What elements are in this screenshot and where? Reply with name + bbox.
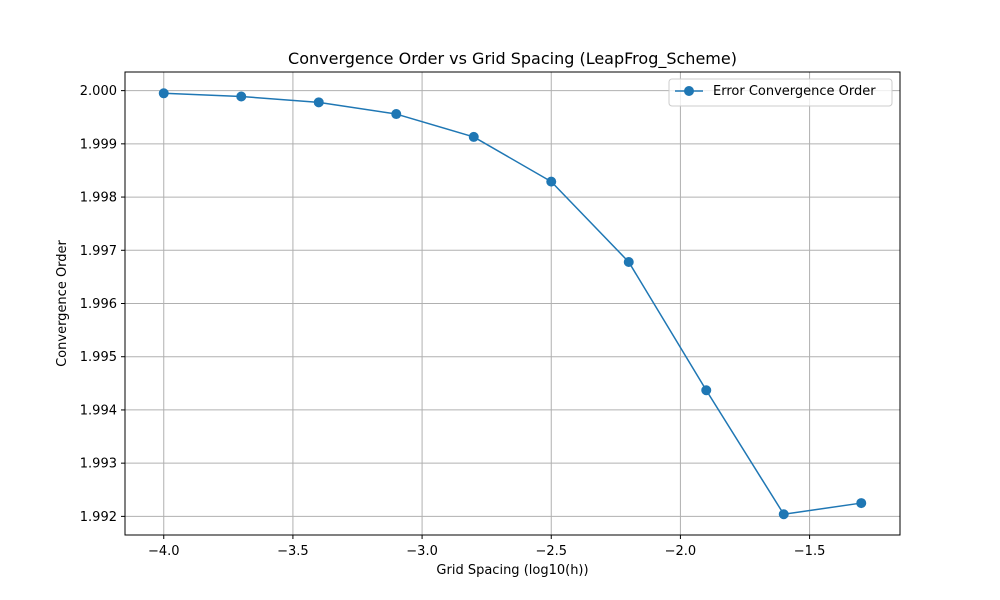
y-tick-label: 1.995 [80, 350, 117, 365]
x-tick-label: −2.0 [665, 544, 697, 559]
grid-layer [125, 72, 900, 535]
y-tick-label: 1.993 [80, 457, 117, 472]
y-axis-label: Convergence Order [55, 239, 70, 366]
y-tick-label: 1.992 [80, 510, 117, 525]
data-point [778, 509, 789, 520]
data-point [546, 176, 557, 187]
x-tick-label: −1.5 [794, 544, 826, 559]
y-tick-label: 1.997 [80, 244, 117, 259]
legend-series-marker [684, 86, 694, 96]
chart-title: Convergence Order vs Grid Spacing (LeapF… [288, 49, 737, 69]
data-point [391, 109, 402, 120]
x-tick-label: −4.0 [148, 544, 180, 559]
data-point [468, 131, 479, 142]
plot-layer [158, 88, 867, 520]
x-tick-label: −3.0 [406, 544, 438, 559]
y-tick-label: 1.998 [80, 191, 117, 206]
legend-box [668, 78, 893, 107]
x-tick-label: −2.5 [535, 544, 567, 559]
data-point [856, 498, 867, 509]
x-axis-label: Grid Spacing (log10(h)) [436, 563, 588, 578]
y-tick-label: 1.994 [80, 403, 117, 418]
data-point [158, 88, 169, 99]
legend: Error Convergence Order [668, 78, 893, 107]
data-point [623, 256, 634, 267]
y-tick-label: 1.996 [80, 297, 117, 312]
data-point [236, 91, 247, 102]
legend-series-label: Error Convergence Order [713, 84, 876, 99]
data-point [313, 97, 324, 108]
tick-layer: −4.0 −3.5 −3.0 −2.5 −2.0 −1.5 1.992 1.993 1.994 1… [80, 84, 826, 559]
y-tick-label: 1.999 [80, 137, 117, 152]
data-point [701, 385, 712, 396]
y-tick-label: 2.000 [80, 84, 117, 99]
x-tick-label: −3.5 [277, 544, 309, 559]
series-line [163, 92, 862, 515]
